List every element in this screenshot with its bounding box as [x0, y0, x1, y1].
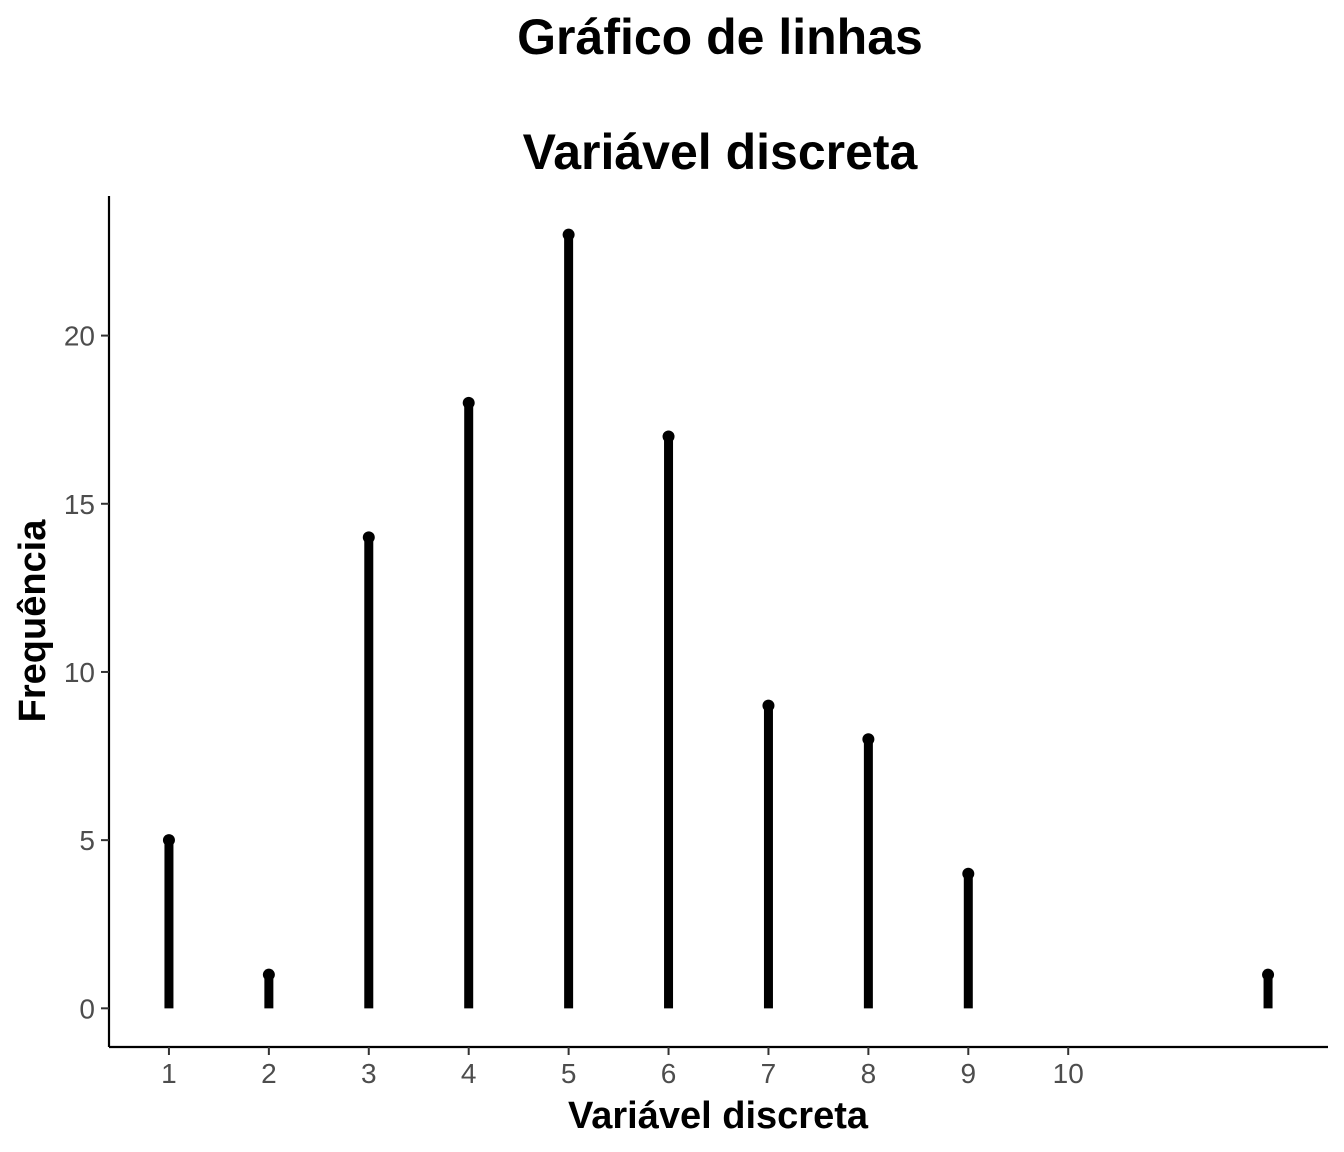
x-tick-label-10: 10 [1053, 1058, 1084, 1089]
x-tick-label-9: 9 [961, 1058, 977, 1089]
x-tick-label-1: 1 [161, 1058, 177, 1089]
x-tick-label-3: 3 [361, 1058, 377, 1089]
points-group [162, 228, 1275, 981]
x-tick-label-4: 4 [461, 1058, 477, 1089]
x-tick-label-2: 2 [261, 1058, 277, 1089]
y-ticks-group: 0 5 10 15 20 [64, 321, 109, 1024]
x-ticks-group: 1 2 3 4 5 6 7 8 9 10 [161, 1047, 1084, 1089]
y-axis-title: Frequência [12, 519, 54, 723]
stems-group [164, 234, 1273, 1009]
point-5 [562, 228, 575, 241]
y-tick-label-10: 10 [64, 657, 95, 688]
x-tick-label-5: 5 [561, 1058, 577, 1089]
x-axis-title: Variável discreta [568, 1095, 869, 1137]
point-2 [262, 968, 275, 981]
plot-area: 0 5 10 15 20 1 2 3 4 5 6 7 8 9 10 [64, 196, 1328, 1089]
y-tick-label-0: 0 [79, 993, 95, 1024]
x-tick-label-6: 6 [661, 1058, 677, 1089]
point-8 [862, 733, 875, 746]
x-tick-label-7: 7 [761, 1058, 777, 1089]
point-3 [362, 531, 375, 544]
point-9 [962, 867, 975, 880]
y-tick-label-20: 20 [64, 321, 95, 352]
point-6 [662, 430, 675, 443]
y-tick-label-5: 5 [79, 825, 95, 856]
point-7 [762, 699, 775, 712]
point-1 [162, 834, 175, 847]
x-tick-label-8: 8 [861, 1058, 877, 1089]
point-10 [1262, 968, 1275, 981]
y-tick-label-15: 15 [64, 489, 95, 520]
chart-subtitle: Variável discreta [523, 124, 919, 180]
chart-title: Gráfico de linhas [517, 9, 923, 65]
point-4 [462, 396, 475, 409]
